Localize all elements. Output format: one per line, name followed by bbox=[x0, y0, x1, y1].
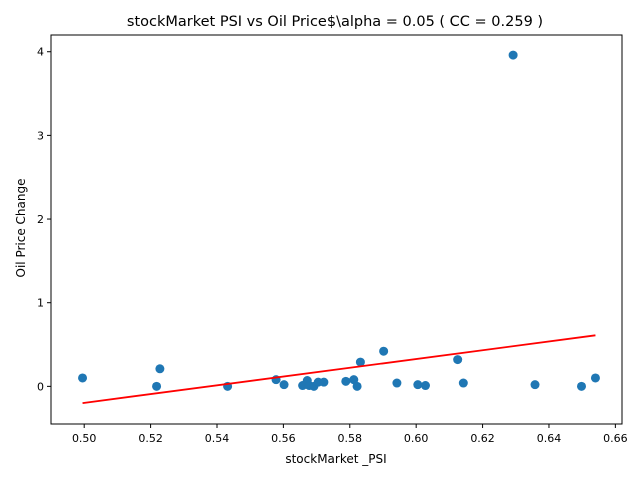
scatter-point bbox=[530, 380, 540, 390]
scatter-point bbox=[576, 381, 586, 391]
y-tick-label: 0 bbox=[37, 380, 44, 393]
scatter-point bbox=[420, 381, 430, 391]
scatter-point bbox=[413, 380, 423, 390]
x-tick-label: 0.52 bbox=[138, 432, 163, 445]
y-tick-label: 2 bbox=[37, 213, 44, 226]
x-tick-label: 0.56 bbox=[271, 432, 296, 445]
scatter-point bbox=[319, 377, 329, 387]
x-tick-label: 0.64 bbox=[537, 432, 562, 445]
scatter-point bbox=[453, 355, 463, 365]
y-axis-label: Oil Price Change bbox=[14, 179, 28, 278]
y-tick-label: 4 bbox=[37, 46, 44, 59]
regression-line bbox=[82, 334, 596, 404]
x-tick-label: 0.58 bbox=[338, 432, 363, 445]
x-tick-label: 0.54 bbox=[205, 432, 230, 445]
y-tick-label: 3 bbox=[37, 129, 44, 142]
scatter-point bbox=[341, 376, 351, 386]
x-tick-label: 0.50 bbox=[72, 432, 97, 445]
scatter-point bbox=[508, 50, 518, 60]
axis-ticks: 0.50 0.52 0.54 0.56 0.58 0.60 0.62 0.64 0.66 0 1 2 3… bbox=[37, 46, 628, 445]
scatter-point bbox=[590, 373, 600, 383]
plot-area bbox=[78, 50, 600, 404]
chart-title: stockMarket PSI vs Oil Price$\alpha = 0.… bbox=[127, 14, 543, 30]
scatter-point bbox=[279, 380, 289, 390]
scatter-point bbox=[458, 378, 468, 388]
scatter-point bbox=[349, 375, 359, 385]
scatter-point bbox=[78, 373, 88, 383]
scatter-point bbox=[155, 364, 165, 374]
scatter-point bbox=[379, 346, 389, 356]
x-tick-label: 0.60 bbox=[404, 432, 429, 445]
scatter-point bbox=[355, 357, 365, 367]
axes-frame bbox=[50, 34, 623, 425]
scatter-point bbox=[152, 381, 162, 391]
x-tick-label: 0.62 bbox=[470, 432, 495, 445]
x-axis-label: stockMarket _PSI bbox=[285, 452, 386, 466]
scatter-point bbox=[352, 381, 362, 391]
x-tick-label: 0.66 bbox=[603, 432, 628, 445]
y-tick-label: 1 bbox=[37, 297, 44, 310]
scatter-point bbox=[392, 378, 402, 388]
